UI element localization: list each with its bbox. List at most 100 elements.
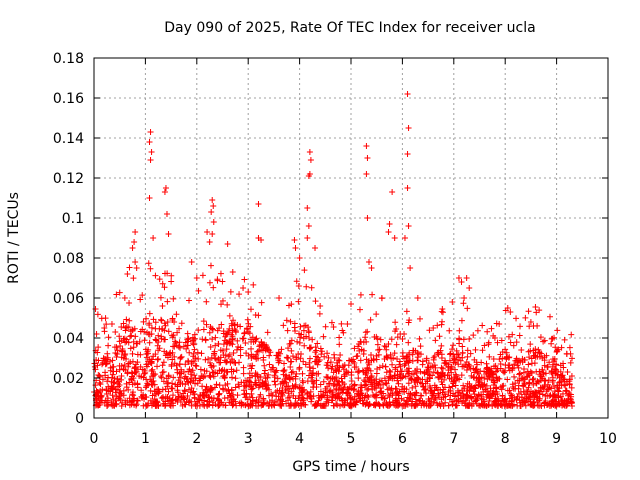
data-point [476, 374, 483, 381]
data-point [510, 342, 517, 349]
data-point [486, 367, 493, 374]
data-point [219, 297, 226, 304]
data-point [228, 368, 235, 375]
data-point [351, 393, 358, 400]
data-point [314, 354, 321, 361]
data-point [489, 402, 496, 409]
data-point [523, 395, 530, 402]
data-point [473, 366, 480, 373]
data-point [355, 343, 362, 350]
data-point [175, 393, 182, 400]
data-point [515, 385, 522, 392]
data-point [285, 354, 292, 361]
data-point [458, 317, 465, 324]
data-point [297, 323, 304, 330]
data-point [434, 322, 441, 329]
data-point [318, 348, 325, 355]
data-point [411, 379, 418, 386]
data-point [355, 375, 362, 382]
data-point [281, 366, 288, 373]
data-point [128, 376, 135, 383]
data-point [116, 289, 123, 296]
y-axis-tick-labels: 0 0.02 0.04 0.06 0.08 0.1 0.12 0.14 0.16 0.18 [53, 51, 84, 427]
data-point [285, 302, 292, 309]
data-point [223, 388, 230, 395]
data-point [365, 259, 372, 265]
data-point [335, 390, 342, 397]
data-point [160, 378, 167, 385]
data-point [497, 351, 504, 358]
data-point [147, 265, 154, 272]
data-point [439, 318, 446, 325]
data-point [405, 125, 412, 131]
data-point [102, 369, 109, 376]
data-point [552, 344, 559, 351]
data-point [287, 376, 294, 383]
data-point [102, 397, 109, 404]
data-point [190, 388, 197, 395]
data-point [293, 278, 300, 285]
data-point [438, 308, 445, 315]
data-point [235, 381, 242, 388]
data-point [209, 231, 216, 237]
data-point [158, 317, 165, 324]
data-point [134, 397, 141, 404]
data-point [153, 398, 160, 405]
data-point [305, 223, 312, 229]
data-point [295, 298, 302, 305]
data-point [155, 355, 162, 362]
data-point [152, 319, 159, 326]
data-point [432, 337, 439, 344]
data-point [156, 345, 163, 352]
data-point [314, 361, 321, 368]
data-point [327, 359, 334, 366]
data-point [194, 349, 201, 356]
data-point [237, 323, 244, 330]
data-point [149, 366, 156, 373]
data-point [413, 369, 420, 376]
data-point [177, 374, 184, 381]
data-point [366, 361, 373, 368]
data-point [192, 354, 199, 361]
data-point [129, 245, 136, 251]
data-point [158, 374, 165, 381]
data-point [230, 391, 237, 398]
data-point [493, 388, 500, 395]
data-point [520, 376, 527, 383]
data-point [103, 391, 110, 398]
data-point [325, 365, 332, 372]
data-point [143, 394, 150, 401]
data-point [300, 335, 307, 342]
data-point [93, 331, 100, 337]
data-point [228, 320, 235, 327]
data-point [288, 388, 295, 395]
data-point [530, 323, 537, 329]
data-point [459, 343, 466, 350]
data-point [169, 380, 176, 387]
data-point [520, 382, 527, 389]
data-point [304, 205, 311, 211]
data-point [447, 392, 454, 399]
data-point [208, 325, 215, 332]
data-point [329, 375, 336, 382]
data-point [354, 352, 361, 359]
data-point [376, 402, 383, 409]
data-point [329, 363, 336, 370]
data-point [367, 316, 374, 323]
data-point [172, 338, 179, 345]
data-point [471, 391, 478, 398]
data-point [423, 400, 430, 407]
data-point [364, 399, 371, 406]
data-point [464, 380, 471, 387]
data-point [220, 351, 227, 358]
data-point [139, 326, 146, 333]
data-point [420, 383, 427, 390]
data-point [126, 264, 133, 271]
data-point [445, 402, 452, 409]
data-point [232, 360, 239, 367]
data-point [121, 362, 128, 369]
data-point [155, 390, 162, 397]
data-point [401, 235, 408, 241]
data-point [347, 400, 354, 407]
data-point [487, 392, 494, 399]
